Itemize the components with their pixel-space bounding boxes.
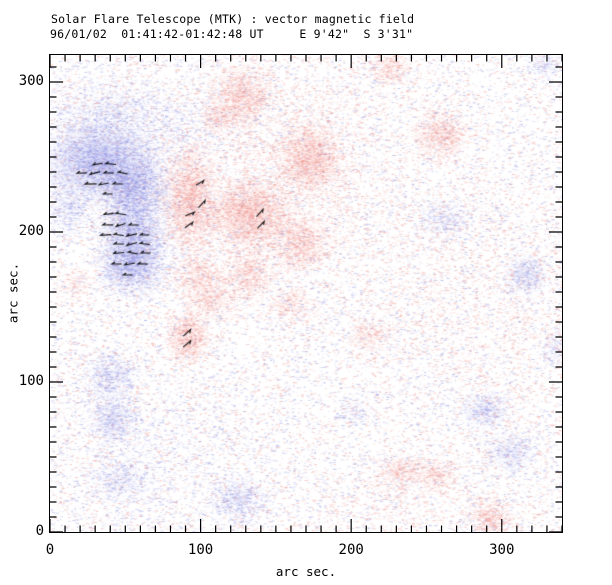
x-tick-label-0: 0 [45, 542, 55, 558]
x-tick-label-200: 200 [338, 542, 364, 558]
y-axis-label: arc sec. [5, 262, 21, 324]
y-tick-label-300: 300 [18, 73, 44, 89]
y-tick-label-200: 200 [18, 223, 44, 239]
magnetic-field-canvas [50, 55, 562, 532]
chart-subtitle: 96/01/02 01:41:42-01:42:48 UT E 9'42" S … [50, 27, 414, 41]
y-tick-label-0: 0 [35, 523, 44, 539]
chart-title: Solar Flare Telescope (MTK) : vector mag… [51, 12, 415, 26]
y-tick-label-100: 100 [18, 373, 44, 389]
x-axis-label: arc sec. [275, 564, 337, 579]
x-tick-label-100: 100 [187, 542, 214, 558]
x-tick-label-300: 300 [489, 542, 515, 558]
